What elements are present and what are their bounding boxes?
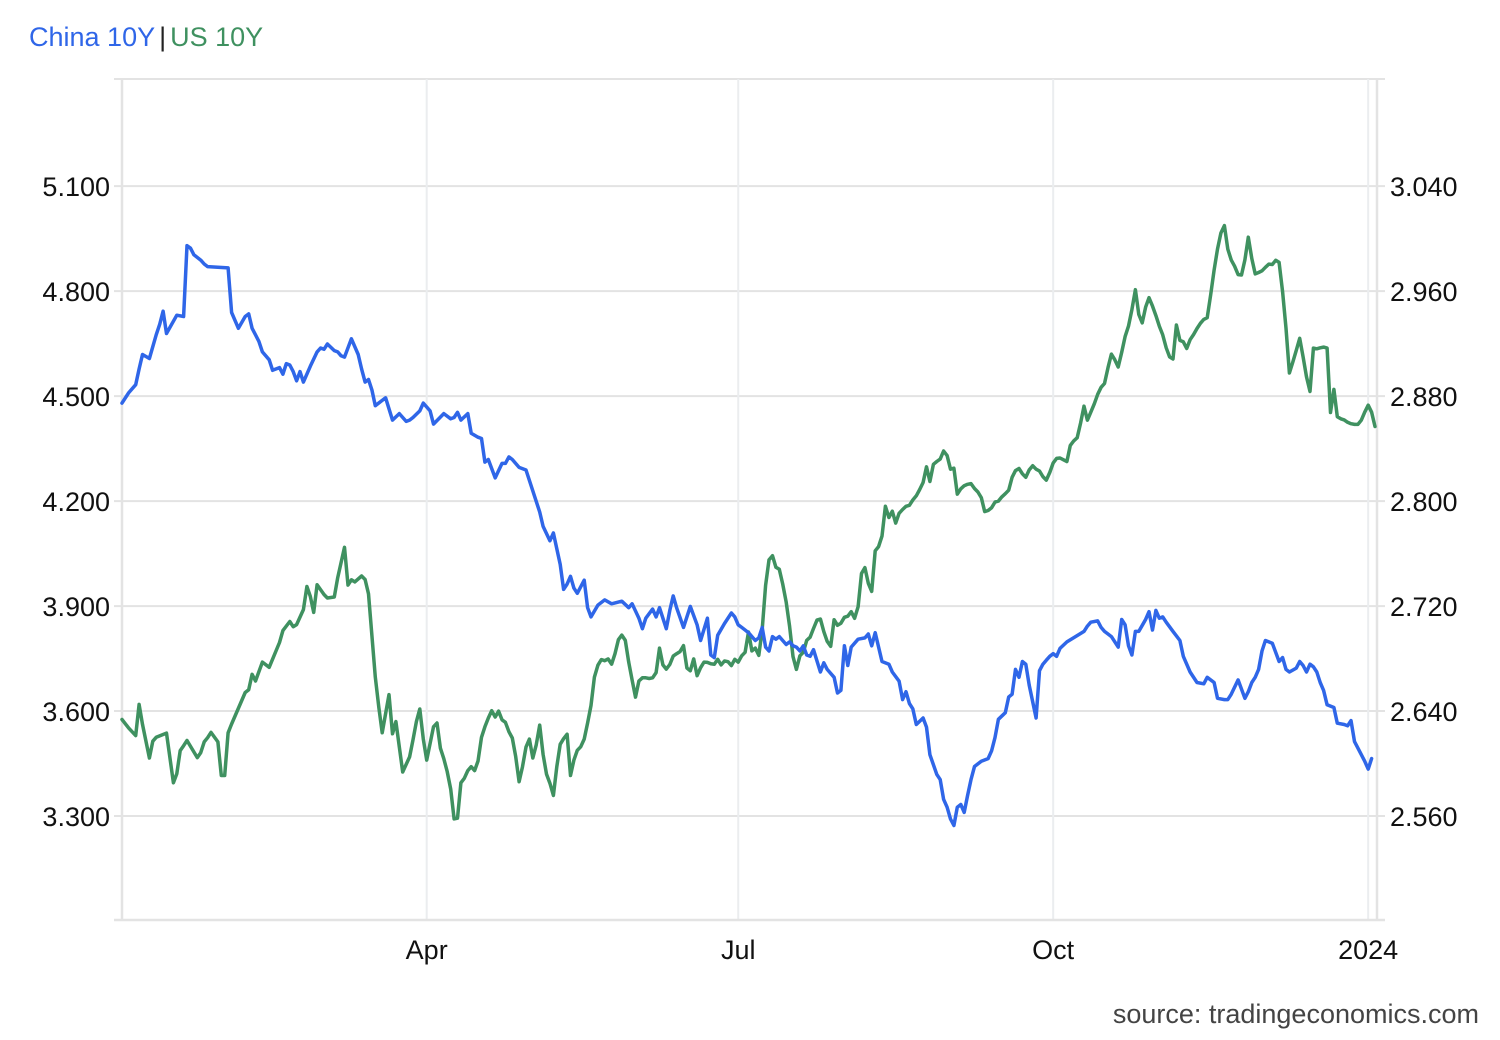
y-right-tick-label: 2.560	[1390, 802, 1458, 832]
y-left-tick-label: 3.300	[42, 802, 110, 832]
series-us-10y-line	[120, 223, 1377, 821]
x-tick-label: 2024	[1338, 935, 1398, 965]
y-right-tick-label: 3.040	[1390, 172, 1458, 202]
y-left-tick-labels: 5.100 4.800 4.500 4.200 3.900 3.600 3.300	[42, 172, 110, 832]
y-left-tick-label: 4.200	[42, 487, 110, 517]
y-left-tick-label: 4.800	[42, 277, 110, 307]
legend-us-10y[interactable]: US 10Y	[170, 22, 264, 52]
x-tick-label: Jul	[721, 935, 756, 965]
y-right-tick-label: 2.880	[1390, 382, 1458, 412]
y-left-tick-label: 3.900	[42, 592, 110, 622]
y-left-tick-label: 4.500	[42, 382, 110, 412]
y-left-tick-label: 3.600	[42, 697, 110, 727]
y-left-tick-label: 5.100	[42, 172, 110, 202]
legend-separator: |	[159, 22, 167, 52]
y-right-tick-label: 2.960	[1390, 277, 1458, 307]
grid	[114, 78, 1385, 920]
y-right-tick-label: 2.640	[1390, 697, 1458, 727]
legend-china-10y[interactable]: China 10Y	[29, 22, 156, 52]
source-attribution[interactable]: source: tradingeconomics.com	[1112, 999, 1479, 1029]
series-china-10y-line	[120, 243, 1374, 828]
y-right-tick-labels: 3.040 2.960 2.880 2.800 2.720 2.640 2.560	[1390, 172, 1458, 832]
x-tick-label: Oct	[1032, 935, 1075, 965]
axes	[114, 79, 1385, 922]
x-tick-label: Apr	[406, 935, 448, 965]
y-right-tick-label: 2.800	[1390, 487, 1458, 517]
x-tick-labels: Apr Jul Oct 2024	[406, 935, 1399, 965]
chart-legend: China 10Y | US 10Y	[29, 22, 263, 53]
y-right-tick-label: 2.720	[1390, 592, 1458, 622]
